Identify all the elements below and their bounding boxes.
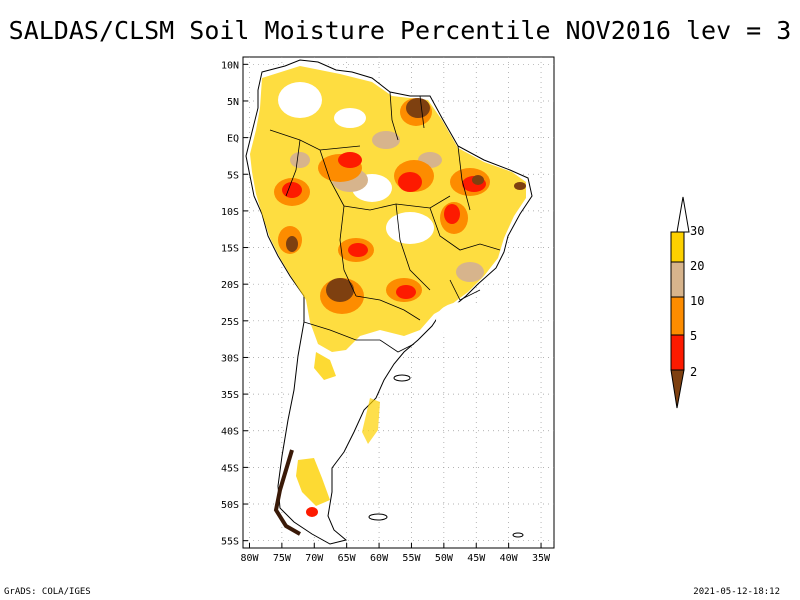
percentile-20-30-zone	[250, 66, 526, 352]
percentile-below-2-area	[406, 98, 430, 118]
percentile-2-5-area	[348, 243, 368, 257]
credit-text: GrADS: COLA/IGES	[4, 587, 91, 597]
longitude-label: 35W	[532, 553, 551, 564]
longitude-label: 60W	[370, 553, 389, 564]
longitude-label: 55W	[402, 553, 421, 564]
longitude-label: 50W	[435, 553, 454, 564]
country-borders	[269, 91, 501, 353]
latitude-label: 55S	[221, 537, 239, 548]
colorbar-10-20	[670, 261, 685, 298]
latitude-label: 30S	[221, 353, 239, 364]
soil-moisture-field	[245, 59, 533, 545]
percentile-2-5-area	[282, 182, 302, 198]
percentile-2-5-area	[306, 507, 318, 517]
south-georgia-island	[512, 532, 524, 538]
colorbar-20-30	[670, 231, 685, 263]
percentile-10-20-area	[290, 152, 310, 168]
timestamp-text: 2021-05-12-18:12	[693, 587, 780, 597]
latitude-label: 50S	[221, 500, 239, 511]
latitude-label: 25S	[221, 317, 239, 328]
longitude-label: 65W	[338, 553, 357, 564]
latitude-label: 20S	[221, 280, 239, 291]
map-title: SALDAS/CLSM Soil Moisture Percentile NOV…	[8, 16, 792, 45]
latitude-label: 10N	[221, 60, 239, 71]
latitude-label: 40S	[221, 427, 239, 438]
longitude-label: 70W	[305, 553, 324, 564]
lagoon	[393, 374, 411, 382]
colorbar-legend: 30 20 10 5 2	[670, 196, 704, 409]
percentile-10-20-area	[372, 131, 400, 149]
latitude-label: EQ	[227, 134, 239, 145]
percentile-below-2-area	[514, 182, 526, 190]
percentile-10-20-area	[456, 262, 484, 282]
legend-label-20: 20	[690, 259, 704, 273]
percentile-below-2-area	[326, 278, 354, 302]
high-percentile-area	[386, 212, 434, 244]
colorbar-5-10	[670, 296, 685, 336]
high-percentile-area	[436, 302, 488, 338]
percentile-2-5-area	[398, 172, 422, 192]
longitude-label: 45W	[467, 553, 486, 564]
latitude-label: 5S	[227, 170, 239, 181]
latitude-labels: 10N 5N EQ 5S 10S 15S 20S 25S 30S 35S 40S 45S 50S 55S	[221, 60, 239, 547]
percentile-2-5-area	[338, 152, 362, 168]
colorbar-2-5	[670, 334, 685, 371]
latitude-label: 5N	[227, 97, 239, 108]
longitude-labels: 80W 75W 70W 65W 60W 55W 50W 45W 40W 35W	[240, 553, 551, 564]
percentile-20-30-zone	[314, 352, 336, 380]
legend-label-2: 2	[690, 365, 697, 379]
latitude-label: 15S	[221, 244, 239, 255]
percentile-below-2-area	[472, 175, 484, 185]
legend-label-5: 5	[690, 329, 697, 343]
longitude-label: 75W	[273, 553, 292, 564]
patagonia-coastline	[273, 449, 301, 536]
high-percentile-area	[278, 82, 322, 118]
legend-label-30: 30	[690, 224, 704, 238]
percentile-20-30-zone	[296, 458, 330, 506]
colorbar-above-30	[676, 196, 690, 233]
longitude-label: 80W	[240, 553, 259, 564]
percentile-2-5-area	[444, 204, 460, 224]
high-percentile-area	[334, 108, 366, 128]
legend-label-10: 10	[690, 294, 704, 308]
percentile-below-2-area	[286, 236, 298, 252]
latitude-label: 35S	[221, 390, 239, 401]
latitude-label: 45S	[221, 463, 239, 474]
colorbar-below-2	[670, 369, 685, 409]
percentile-2-5-area	[396, 285, 416, 299]
longitude-label: 40W	[500, 553, 519, 564]
latitude-label: 10S	[221, 207, 239, 218]
falkland-islands	[368, 513, 388, 521]
percentile-20-30-zone	[362, 398, 380, 444]
